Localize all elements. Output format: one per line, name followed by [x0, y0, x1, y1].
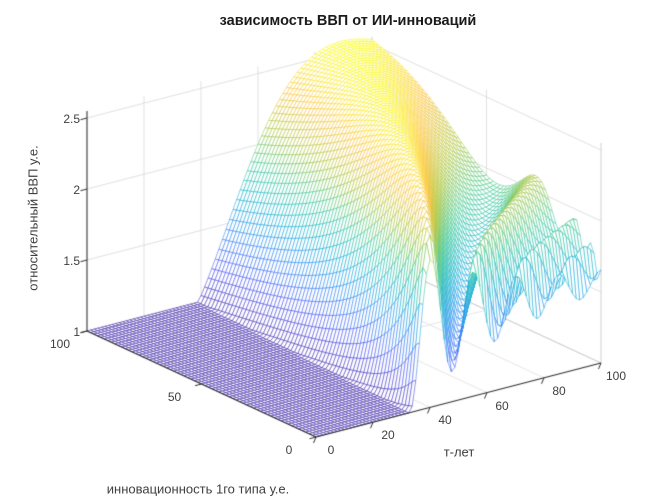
y-tick-label: 100 — [49, 337, 71, 351]
x-tick-label: 100 — [605, 369, 627, 383]
y-axis-label: инновационность 1го типа у.е. — [106, 481, 290, 497]
y-tick-label: 0 — [285, 443, 293, 457]
z-tick-label: 1 — [73, 325, 80, 339]
x-tick-label: 20 — [381, 428, 395, 443]
x-tick-label: 0 — [327, 443, 335, 457]
x-axis-label: т-лет — [443, 444, 475, 460]
x-tick-label: 40 — [438, 413, 452, 428]
z-tick-label: 2 — [73, 183, 80, 197]
x-tick-label: 80 — [552, 383, 566, 398]
z-tick-label: 1.5 — [63, 254, 80, 268]
y-tick-label: 50 — [167, 390, 182, 404]
x-tick-label: 60 — [495, 398, 509, 413]
z-tick-label: 2.5 — [63, 112, 80, 126]
z-axis-label: относительный ВВП у.е. — [25, 145, 41, 291]
chart-title: зависимость ВВП от ИИ-инноваций — [219, 13, 477, 29]
